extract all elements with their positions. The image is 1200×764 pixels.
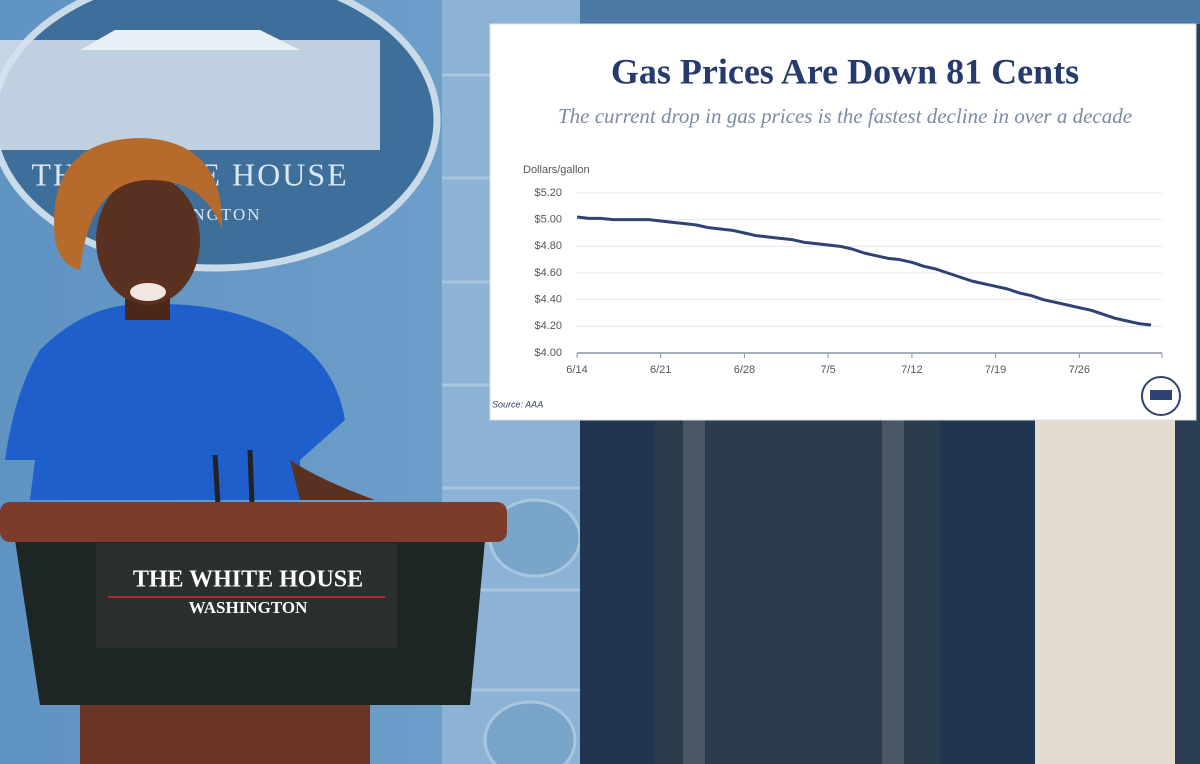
y-tick-label: $5.20 bbox=[534, 187, 562, 199]
stand-post bbox=[882, 420, 904, 764]
x-tick-label: 7/5 bbox=[821, 364, 836, 376]
y-tick-label: $4.20 bbox=[534, 320, 562, 332]
podium: THE WHITE HOUSE WASHINGTON bbox=[0, 502, 507, 764]
stand-post bbox=[683, 420, 705, 764]
x-tick-label: 6/21 bbox=[650, 364, 671, 376]
speaker bbox=[5, 138, 375, 506]
chart-title: Gas Prices Are Down 81 Cents bbox=[611, 51, 1079, 91]
y-tick-label: $4.60 bbox=[534, 267, 562, 279]
top-strip bbox=[580, 0, 1200, 24]
chart-subtitle: The current drop in gas prices is the fa… bbox=[558, 104, 1132, 128]
line-series bbox=[576, 215, 1152, 327]
x-tick-label: 7/12 bbox=[901, 364, 922, 376]
y-tick-label: $4.00 bbox=[534, 347, 562, 359]
x-tick-label: 6/28 bbox=[734, 364, 755, 376]
chart: Gas Prices Are Down 81 Cents The current… bbox=[492, 51, 1181, 416]
x-tick-label: 7/19 bbox=[985, 364, 1006, 376]
source: Source: AAA bbox=[492, 399, 543, 409]
x-tick-label: 6/14 bbox=[566, 364, 587, 376]
logo bbox=[1141, 376, 1181, 416]
y-tick-label: $4.40 bbox=[534, 294, 562, 306]
podium-text: THE WHITE HOUSE bbox=[133, 567, 363, 593]
y-tick-label: $5.00 bbox=[534, 214, 562, 226]
chart-panel bbox=[489, 23, 1197, 421]
y-axis-label: Dollars/gallon bbox=[523, 164, 590, 176]
x-tick-label: 7/26 bbox=[1069, 364, 1090, 376]
y-tick-label: $4.80 bbox=[534, 240, 562, 252]
podium-text: WASHINGTON bbox=[189, 598, 308, 617]
